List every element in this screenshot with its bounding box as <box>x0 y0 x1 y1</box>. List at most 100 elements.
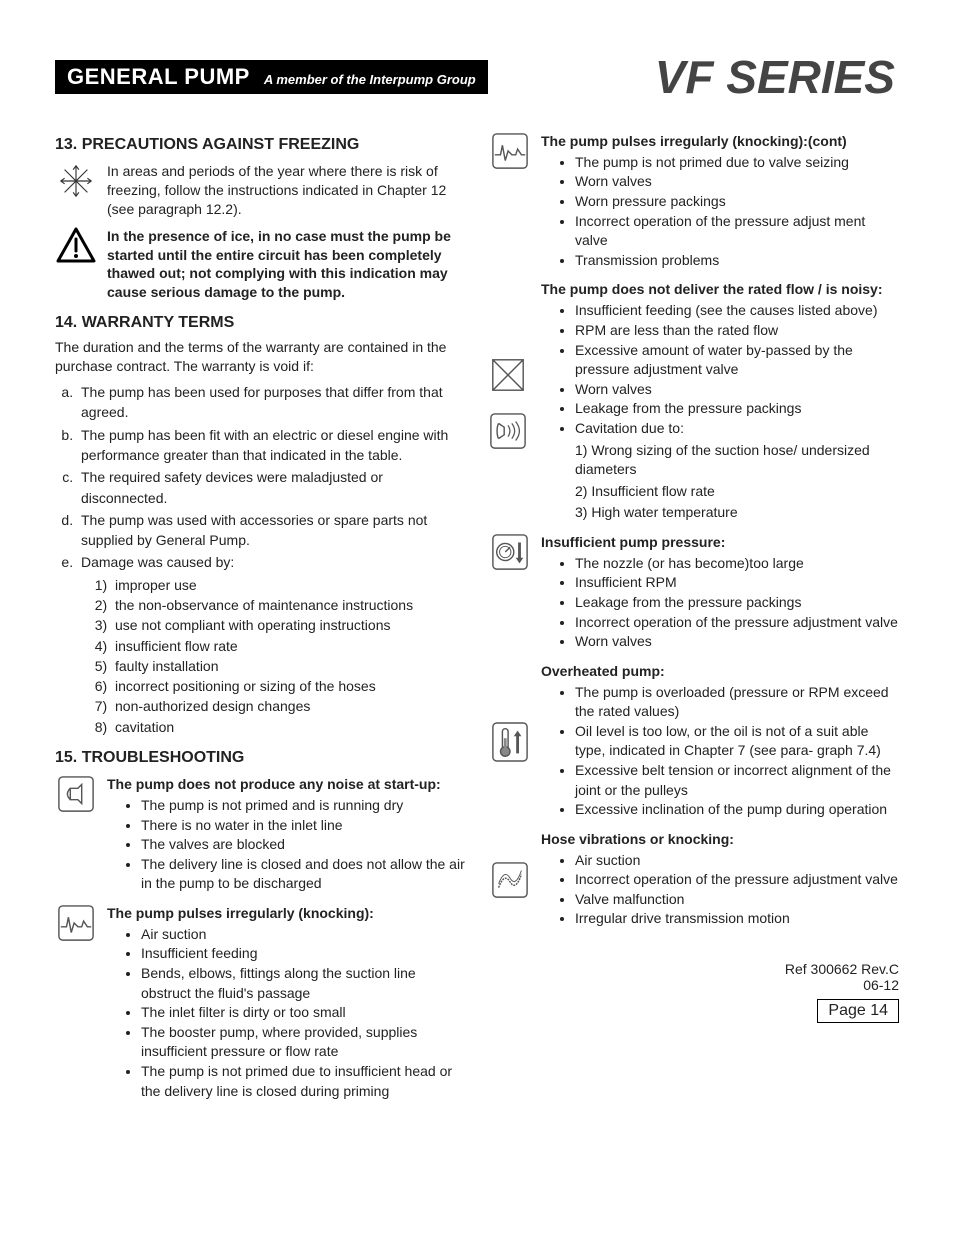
trouble-no-noise-text: The pump does not produce any noise at s… <box>107 775 465 896</box>
trouble-overheat-text: Overheated pump: The pump is overloaded … <box>541 662 899 822</box>
t4-item: Insufficient RPM <box>575 573 899 593</box>
header-row: GENERAL PUMP A member of the Interpump G… <box>55 50 899 104</box>
t2-item: The booster pump, where provided, suppli… <box>141 1023 465 1062</box>
damage-cause-3: use not compliant with operating instruc… <box>115 615 465 635</box>
t5-item: Oil level is too low, or the oil is not … <box>575 722 899 761</box>
page-footer: Ref 300662 Rev.C 06-12 Page 14 <box>489 961 899 1023</box>
t2-item: The pump is not primed due to insufficie… <box>141 1062 465 1101</box>
trouble-pressure-text: Insufficient pump pressure: The nozzle (… <box>541 533 899 654</box>
footer-ref: Ref 300662 Rev.C <box>489 961 899 977</box>
t3-item: Leakage from the pressure packings <box>575 399 899 419</box>
t3-item: Worn valves <box>575 380 899 400</box>
trouble-pressure-list: The nozzle (or has become)too large Insu… <box>541 554 899 652</box>
t2c-item: The pump is not primed due to valve seiz… <box>575 153 899 173</box>
damage-cause-4: insufficient flow rate <box>115 636 465 656</box>
t1-item: The pump is not primed and is running dr… <box>141 796 465 816</box>
pulse-wave-icon <box>55 904 97 1103</box>
warranty-item-b: The pump has been fit with an electric o… <box>77 425 465 466</box>
trouble-hose-list: Air suction Incorrect operation of the p… <box>541 851 899 929</box>
trouble-knocking-block: The pump pulses irregularly (knocking): … <box>55 904 465 1103</box>
cavitation-sub1: 1) Wrong sizing of the suction hose/ und… <box>575 441 899 480</box>
warranty-item-e: Damage was caused by: improper use the n… <box>77 552 465 737</box>
t2c-item: Transmission problems <box>575 251 899 271</box>
document-page: GENERAL PUMP A member of the Interpump G… <box>0 0 954 1151</box>
damage-cause-1: improper use <box>115 575 465 595</box>
trouble-knocking-text: The pump pulses irregularly (knocking): … <box>107 904 465 1103</box>
noise-waves-icon <box>489 412 527 450</box>
trouble-hose-block: Hose vibrations or knocking: Air suction… <box>489 830 899 931</box>
trouble-knocking-cont-block: The pump pulses irregularly (knocking):(… <box>489 132 899 272</box>
flow-icons <box>489 280 531 524</box>
trouble-hose-text: Hose vibrations or knocking: Air suction… <box>541 830 899 931</box>
freeze-warning-block: In the presence of ice, in no case must … <box>55 227 465 303</box>
freeze-info-block: In areas and periods of the year where t… <box>55 162 465 219</box>
t1-item: There is no water in the inlet line <box>141 816 465 836</box>
t3-item: Insufficient feeding (see the causes lis… <box>575 301 899 321</box>
trouble-overheat-list: The pump is overloaded (pressure or RPM … <box>541 683 899 820</box>
section-14-heading: 14. WARRANTY TERMS <box>55 314 465 332</box>
warning-triangle-icon <box>55 227 97 303</box>
pulse-wave-icon <box>489 132 531 272</box>
trouble-knocking-list: Air suction Insufficient feeding Bends, … <box>107 925 465 1101</box>
right-column: The pump pulses irregularly (knocking):(… <box>489 124 899 1111</box>
t6-item: Air suction <box>575 851 899 871</box>
t3-item: RPM are less than the rated flow <box>575 321 899 341</box>
crossed-box-icon <box>489 356 527 394</box>
trouble-overheat-block: Overheated pump: The pump is overloaded … <box>489 662 899 822</box>
trouble-no-noise-list: The pump is not primed and is running dr… <box>107 796 465 894</box>
thermometer-up-icon <box>489 662 531 822</box>
page-number-box: Page 14 <box>817 999 899 1023</box>
freeze-warning-text: In the presence of ice, in no case must … <box>107 227 465 303</box>
cavitation-sub2: 2) Insufficient flow rate <box>575 482 899 502</box>
brand-bar: GENERAL PUMP A member of the Interpump G… <box>55 60 488 94</box>
trouble-flow-block: The pump does not deliver the rated flow… <box>489 280 899 524</box>
t4-item: The nozzle (or has become)too large <box>575 554 899 574</box>
trouble-knocking-cont-text: The pump pulses irregularly (knocking):(… <box>541 132 899 272</box>
trouble-hose-title: Hose vibrations or knocking: <box>541 830 899 849</box>
t2c-item: Worn pressure packings <box>575 192 899 212</box>
warranty-item-a: The pump has been used for purposes that… <box>77 382 465 423</box>
t4-item: Leakage from the pressure packings <box>575 593 899 613</box>
t4-item: Incorrect operation of the pressure adju… <box>575 613 899 633</box>
t2-item: Insufficient feeding <box>141 944 465 964</box>
trouble-flow-list: Insufficient feeding (see the causes lis… <box>541 301 899 523</box>
cavitation-sub3: 3) High water temperature <box>575 503 899 523</box>
trouble-knocking-title: The pump pulses irregularly (knocking): <box>107 904 465 923</box>
trouble-pressure-block: Insufficient pump pressure: The nozzle (… <box>489 533 899 654</box>
trouble-no-noise-block: The pump does not produce any noise at s… <box>55 775 465 896</box>
t2c-item: Worn valves <box>575 172 899 192</box>
trouble-flow-title: The pump does not deliver the rated flow… <box>541 280 899 299</box>
warranty-item-e-text: Damage was caused by: <box>81 554 234 570</box>
damage-cause-2: the non-observance of maintenance instru… <box>115 595 465 615</box>
quiet-pump-icon <box>55 775 97 896</box>
t2c-item: Incorrect operation of the pressure adju… <box>575 212 899 251</box>
brand-tagline: A member of the Interpump Group <box>264 72 476 87</box>
t1-item: The delivery line is closed and does not… <box>141 855 465 894</box>
trouble-overheat-title: Overheated pump: <box>541 662 899 681</box>
trouble-no-noise-title: The pump does not produce any noise at s… <box>107 775 465 794</box>
t2-item: Bends, elbows, fittings along the suctio… <box>141 964 465 1003</box>
t3-item: Cavitation due to: 1) Wrong sizing of th… <box>575 419 899 523</box>
section-13-heading: 13. PRECAUTIONS AGAINST FREEZING <box>55 136 465 154</box>
t5-item: The pump is overloaded (pressure or RPM … <box>575 683 899 722</box>
damage-cause-8: cavitation <box>115 717 465 737</box>
trouble-knocking-cont-title: The pump pulses irregularly (knocking):(… <box>541 132 899 151</box>
t3-cavitation-label: Cavitation due to: <box>575 420 684 436</box>
t5-item: Excessive belt tension or incorrect alig… <box>575 761 899 800</box>
freeze-info-text: In areas and periods of the year where t… <box>107 162 465 219</box>
hose-vibration-icon <box>489 830 531 931</box>
t6-item: Irregular drive transmission motion <box>575 909 899 929</box>
content-columns: 13. PRECAUTIONS AGAINST FREEZING In area… <box>55 124 899 1111</box>
gauge-down-icon <box>489 533 531 654</box>
warranty-item-c: The required safety devices were maladju… <box>77 467 465 508</box>
footer-date: 06-12 <box>489 977 899 993</box>
warranty-void-list: The pump has been used for purposes that… <box>55 382 465 737</box>
section-15-heading: 15. TROUBLESHOOTING <box>55 749 465 767</box>
t3-item: Excessive amount of water by-passed by t… <box>575 341 899 380</box>
t6-item: Valve malfunction <box>575 890 899 910</box>
damage-cause-7: non-authorized design changes <box>115 696 465 716</box>
damage-cause-5: faulty installation <box>115 656 465 676</box>
series-title: VF SERIES <box>488 50 899 104</box>
damage-cause-6: incorrect positioning or sizing of the h… <box>115 676 465 696</box>
left-column: 13. PRECAUTIONS AGAINST FREEZING In area… <box>55 124 465 1111</box>
